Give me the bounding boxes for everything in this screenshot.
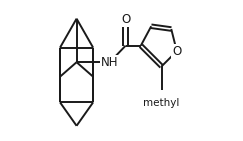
Text: O: O bbox=[121, 13, 130, 26]
Text: methyl: methyl bbox=[143, 98, 180, 108]
Text: NH: NH bbox=[101, 56, 119, 69]
Text: O: O bbox=[172, 45, 182, 58]
